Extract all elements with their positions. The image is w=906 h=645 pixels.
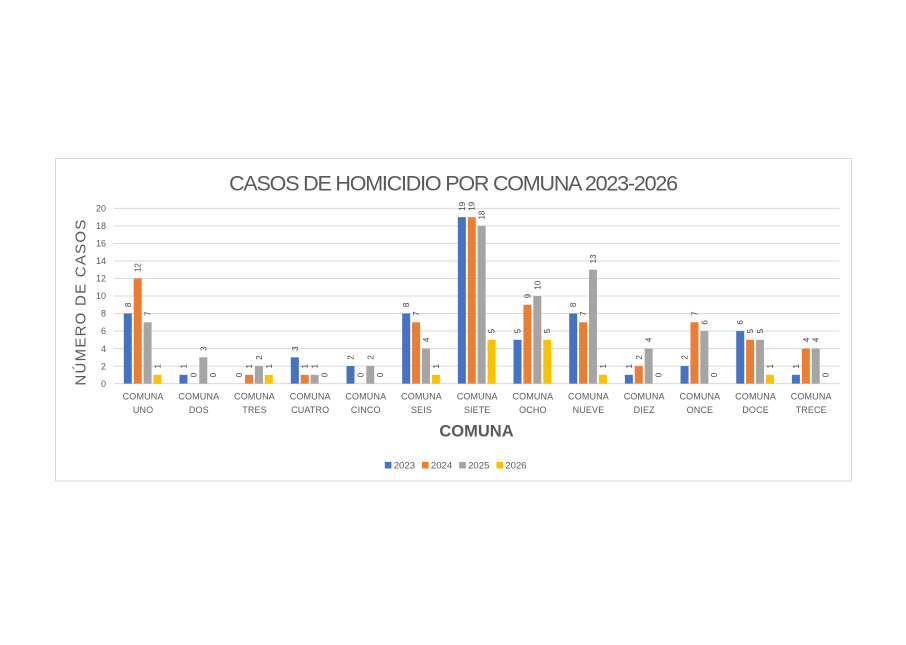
svg-text:COMUNA: COMUNA [290, 391, 331, 401]
svg-text:2: 2 [255, 355, 264, 360]
svg-text:6: 6 [700, 320, 709, 325]
svg-text:16: 16 [96, 239, 106, 249]
svg-text:5: 5 [514, 328, 523, 333]
svg-text:2026: 2026 [505, 461, 526, 472]
svg-text:0: 0 [356, 372, 365, 377]
svg-text:COMUNA: COMUNA [735, 391, 776, 401]
svg-text:10: 10 [96, 291, 106, 301]
svg-text:7: 7 [579, 311, 588, 316]
svg-text:3: 3 [291, 346, 300, 351]
svg-text:CASOS DE HOMICIDIO POR COMUNA: CASOS DE HOMICIDIO POR COMUNA 2023-2026 [229, 171, 678, 195]
svg-text:2: 2 [101, 361, 106, 371]
svg-text:12: 12 [96, 274, 106, 284]
svg-text:0: 0 [822, 372, 831, 377]
svg-text:10: 10 [533, 280, 542, 289]
svg-text:5: 5 [543, 328, 552, 333]
svg-text:4: 4 [812, 337, 821, 342]
svg-text:8: 8 [402, 302, 411, 307]
svg-text:7: 7 [690, 311, 699, 316]
svg-text:CUATRO: CUATRO [291, 405, 329, 415]
svg-text:1: 1 [432, 363, 441, 368]
svg-text:0: 0 [655, 372, 664, 377]
svg-text:1: 1 [301, 363, 310, 368]
svg-text:SEIS: SEIS [411, 405, 432, 415]
svg-text:2: 2 [681, 355, 690, 360]
svg-text:0: 0 [101, 379, 106, 389]
svg-text:COMUNA: COMUNA [123, 391, 164, 401]
svg-text:9: 9 [523, 293, 532, 298]
svg-text:4: 4 [101, 344, 106, 354]
svg-text:2023: 2023 [394, 461, 415, 472]
svg-text:TRES: TRES [242, 405, 267, 415]
svg-text:COMUNA: COMUNA [345, 391, 386, 401]
svg-text:8: 8 [101, 309, 106, 319]
svg-text:COMUNA: COMUNA [624, 391, 665, 401]
svg-text:5: 5 [488, 328, 497, 333]
svg-text:1: 1 [179, 363, 188, 368]
svg-text:COMUNA: COMUNA [568, 391, 609, 401]
svg-text:12: 12 [134, 263, 143, 272]
svg-text:0: 0 [235, 372, 244, 377]
svg-text:13: 13 [589, 254, 598, 263]
svg-text:COMUNA: COMUNA [178, 391, 219, 401]
svg-text:2025: 2025 [468, 461, 489, 472]
svg-text:OCHO: OCHO [519, 405, 547, 415]
svg-text:3: 3 [199, 346, 208, 351]
svg-text:1: 1 [245, 363, 254, 368]
svg-text:0: 0 [321, 372, 330, 377]
svg-text:1: 1 [599, 363, 608, 368]
svg-text:4: 4 [645, 337, 654, 342]
svg-text:0: 0 [209, 372, 218, 377]
svg-text:8: 8 [569, 302, 578, 307]
svg-text:5: 5 [746, 328, 755, 333]
svg-text:19: 19 [458, 201, 467, 210]
svg-text:COMUNA: COMUNA [679, 391, 720, 401]
svg-text:19: 19 [468, 201, 477, 210]
svg-text:1: 1 [625, 363, 634, 368]
svg-text:COMUNA: COMUNA [512, 391, 553, 401]
svg-text:5: 5 [756, 328, 765, 333]
svg-text:DOCE: DOCE [742, 405, 769, 415]
svg-text:14: 14 [96, 256, 106, 266]
svg-text:4: 4 [422, 337, 431, 342]
svg-text:2: 2 [347, 355, 356, 360]
svg-text:20: 20 [96, 204, 106, 214]
svg-text:TRECE: TRECE [796, 405, 827, 415]
svg-text:ONCE: ONCE [687, 405, 714, 415]
svg-text:6: 6 [736, 320, 745, 325]
svg-text:COMUNA: COMUNA [457, 391, 498, 401]
svg-text:UNO: UNO [133, 405, 153, 415]
svg-text:2024: 2024 [431, 461, 453, 472]
svg-text:18: 18 [478, 210, 487, 219]
svg-text:SIETE: SIETE [464, 405, 491, 415]
svg-text:1: 1 [766, 363, 775, 368]
svg-text:CINCO: CINCO [351, 405, 381, 415]
svg-text:2: 2 [366, 355, 375, 360]
svg-text:4: 4 [802, 337, 811, 342]
svg-text:0: 0 [189, 372, 198, 377]
svg-text:DIEZ: DIEZ [634, 405, 655, 415]
svg-text:1: 1 [265, 363, 274, 368]
svg-text:1: 1 [792, 363, 801, 368]
svg-text:8: 8 [124, 302, 133, 307]
svg-text:1: 1 [154, 363, 163, 368]
svg-text:0: 0 [376, 372, 385, 377]
svg-text:7: 7 [412, 311, 421, 316]
svg-text:0: 0 [710, 372, 719, 377]
svg-text:COMUNA: COMUNA [401, 391, 442, 401]
svg-text:2: 2 [635, 355, 644, 360]
svg-text:6: 6 [101, 326, 106, 336]
svg-text:1: 1 [311, 363, 320, 368]
svg-text:NÚMERO DE CASOS: NÚMERO DE CASOS [73, 218, 90, 385]
svg-text:DOS: DOS [189, 405, 209, 415]
svg-text:7: 7 [144, 311, 153, 316]
svg-text:NUEVE: NUEVE [573, 405, 605, 415]
svg-text:COMUNA: COMUNA [439, 422, 513, 440]
svg-text:COMUNA: COMUNA [791, 391, 832, 401]
svg-text:COMUNA: COMUNA [234, 391, 275, 401]
svg-text:18: 18 [96, 221, 106, 231]
